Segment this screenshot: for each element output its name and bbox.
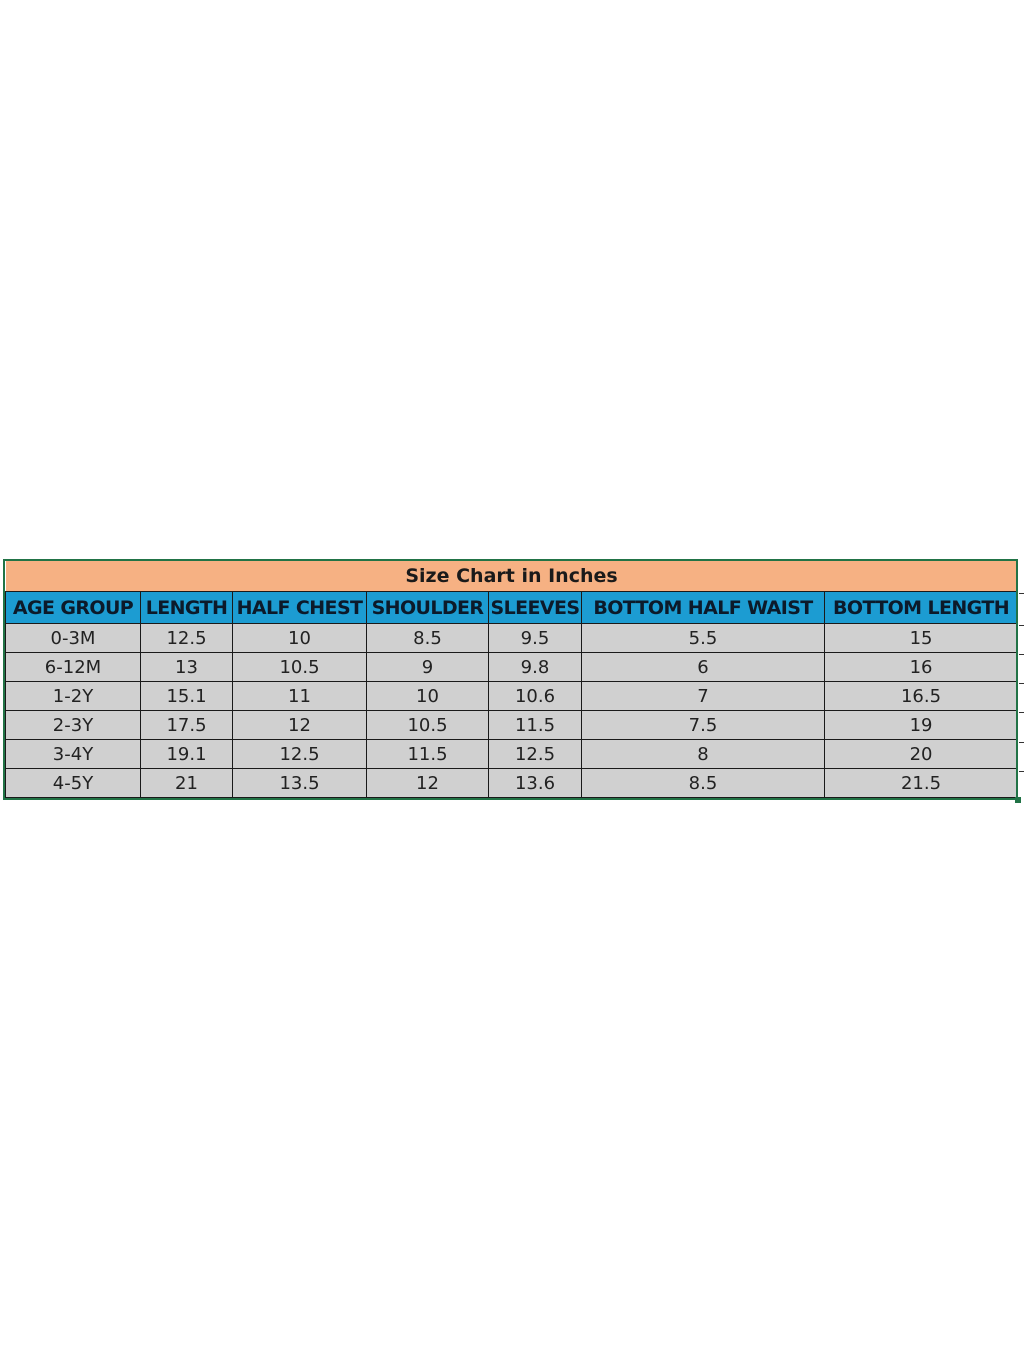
table-cell[interactable]: 9 <box>366 652 489 682</box>
column-header[interactable]: BOTTOM HALF WAIST <box>581 591 825 624</box>
table-cell[interactable]: 1-2Y <box>5 681 141 711</box>
column-header[interactable]: AGE GROUP <box>5 591 141 624</box>
table-cell[interactable]: 12.5 <box>140 623 233 653</box>
table-row: 1-2Y 15.1 11 10 10.6 7 16.5 <box>5 681 1019 711</box>
table-cell[interactable]: 10.5 <box>232 652 367 682</box>
table-cell[interactable]: 13.6 <box>488 768 582 798</box>
gridline <box>1019 625 1024 626</box>
table-row: 6-12M 13 10.5 9 9.8 6 16 <box>5 652 1019 682</box>
gridline <box>1019 683 1024 684</box>
table-cell[interactable]: 11 <box>232 681 367 711</box>
table-cell[interactable]: 7.5 <box>581 710 825 740</box>
table-cell[interactable]: 19.1 <box>140 739 233 769</box>
gridline <box>1019 742 1024 743</box>
table-cell[interactable]: 12.5 <box>488 739 582 769</box>
table-cell[interactable]: 21 <box>140 768 233 798</box>
table-cell[interactable]: 12 <box>232 710 367 740</box>
table-cell[interactable]: 13.5 <box>232 768 367 798</box>
table-cell[interactable]: 12.5 <box>232 739 367 769</box>
table-cell[interactable]: 9.8 <box>488 652 582 682</box>
table-cell[interactable]: 10 <box>366 681 489 711</box>
table-cell[interactable]: 2-3Y <box>5 710 141 740</box>
header-row: AGE GROUP LENGTH HALF CHEST SHOULDER SLEEVES… <box>5 591 1019 624</box>
gridline <box>1019 771 1024 772</box>
table-cell[interactable]: 16.5 <box>823 681 1019 711</box>
column-header[interactable]: LENGTH <box>140 591 233 624</box>
gridline <box>1019 593 1024 594</box>
column-header[interactable]: SHOULDER <box>366 591 489 624</box>
table-cell[interactable]: 11.5 <box>488 710 582 740</box>
table-cell[interactable]: 11.5 <box>366 739 489 769</box>
table-cell[interactable]: 5.5 <box>581 623 825 653</box>
table-cell[interactable]: 20 <box>823 739 1019 769</box>
table-cell[interactable]: 10 <box>232 623 367 653</box>
table-cell[interactable]: 8.5 <box>366 623 489 653</box>
table-cell[interactable]: 3-4Y <box>5 739 141 769</box>
size-chart-table: Size Chart in Inches AGE GROUP LENGTH HALF… <box>5 561 1019 798</box>
gridline <box>1019 712 1024 713</box>
table-row: 2-3Y 17.5 12 10.5 11.5 7.5 19 <box>5 710 1019 740</box>
table-cell[interactable]: 17.5 <box>140 710 233 740</box>
table-cell[interactable]: 10.5 <box>366 710 489 740</box>
table-cell[interactable]: 21.5 <box>823 768 1019 798</box>
table-cell[interactable]: 15 <box>823 623 1019 653</box>
table-title: Size Chart in Inches <box>5 561 1018 592</box>
table-cell[interactable]: 8.5 <box>581 768 825 798</box>
table-row: 4-5Y 21 13.5 12 13.6 8.5 21.5 <box>5 768 1019 798</box>
table-cell[interactable]: 7 <box>581 681 825 711</box>
table-cell[interactable]: 9.5 <box>488 623 582 653</box>
column-header[interactable]: SLEEVES <box>488 591 582 624</box>
column-header[interactable]: HALF CHEST <box>232 591 367 624</box>
table-cell[interactable]: 16 <box>823 652 1019 682</box>
table-cell[interactable]: 4-5Y <box>5 768 141 798</box>
table-cell[interactable]: 8 <box>581 739 825 769</box>
table-row: 0-3M 12.5 10 8.5 9.5 5.5 15 <box>5 623 1019 653</box>
table-cell[interactable]: 0-3M <box>5 623 141 653</box>
table-cell[interactable]: 6-12M <box>5 652 141 682</box>
column-header[interactable]: BOTTOM LENGTH <box>823 591 1019 624</box>
table-cell[interactable]: 15.1 <box>140 681 233 711</box>
table-cell[interactable]: 13 <box>140 652 233 682</box>
table-cell[interactable]: 12 <box>366 768 489 798</box>
table-cell[interactable]: 19 <box>823 710 1019 740</box>
table-row: 3-4Y 19.1 12.5 11.5 12.5 8 20 <box>5 739 1019 769</box>
gridline <box>1019 654 1024 655</box>
fill-handle[interactable] <box>1015 797 1021 803</box>
table-cell[interactable]: 6 <box>581 652 825 682</box>
table-cell[interactable]: 10.6 <box>488 681 582 711</box>
